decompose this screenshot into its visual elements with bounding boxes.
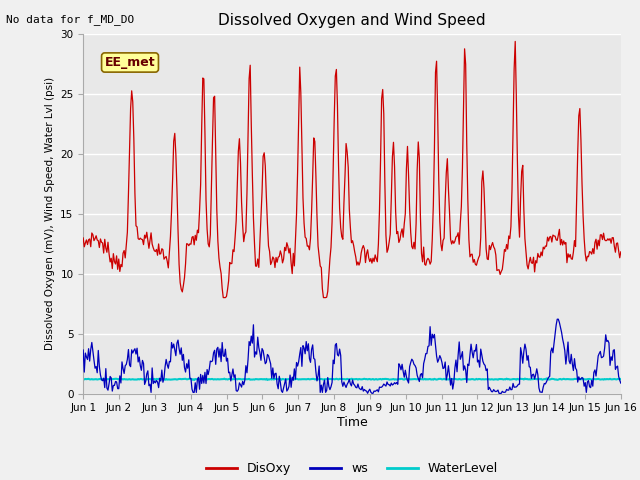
Text: EE_met: EE_met: [105, 56, 156, 69]
Y-axis label: Dissolved Oxygen (mV), Wind Speed, Water Lvl (psi): Dissolved Oxygen (mV), Wind Speed, Water…: [45, 77, 54, 350]
X-axis label: Time: Time: [337, 416, 367, 429]
Text: No data for f_MD_DO: No data for f_MD_DO: [6, 14, 134, 25]
Legend: DisOxy, ws, WaterLevel: DisOxy, ws, WaterLevel: [201, 457, 503, 480]
Title: Dissolved Oxygen and Wind Speed: Dissolved Oxygen and Wind Speed: [218, 13, 486, 28]
